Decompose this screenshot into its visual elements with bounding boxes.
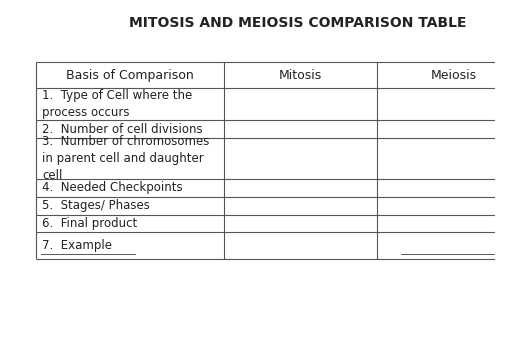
Text: 2.  Number of cell divisions: 2. Number of cell divisions: [42, 123, 203, 136]
Text: 3.  Number of chromosomes
in parent cell and daughter
cell: 3. Number of chromosomes in parent cell …: [42, 135, 209, 182]
Text: 1.  Type of Cell where the
process occurs: 1. Type of Cell where the process occurs: [42, 90, 192, 120]
Text: 7.  Example: 7. Example: [42, 239, 112, 252]
Text: Meiosis: Meiosis: [430, 69, 477, 82]
Text: Basis of Comparison: Basis of Comparison: [66, 69, 194, 82]
Text: Mitosis: Mitosis: [278, 69, 322, 82]
Text: MITOSIS AND MEIOSIS COMPARISON TABLE: MITOSIS AND MEIOSIS COMPARISON TABLE: [129, 16, 466, 30]
Text: 6.  Final product: 6. Final product: [42, 217, 137, 230]
Text: 5.  Stages/ Phases: 5. Stages/ Phases: [42, 199, 150, 212]
Text: 4.  Needed Checkpoints: 4. Needed Checkpoints: [42, 182, 182, 194]
